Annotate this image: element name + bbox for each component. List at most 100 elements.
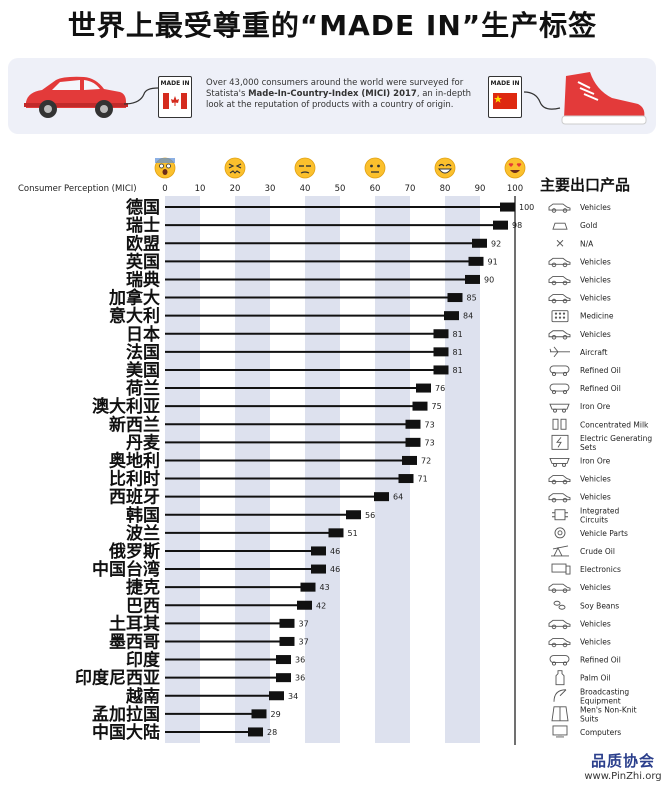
tanker-icon	[549, 365, 570, 377]
bar-end	[300, 582, 316, 592]
bottle-icon	[555, 670, 565, 686]
chart-row: 英国 91 Vehicles	[126, 251, 611, 272]
ore-icon	[549, 403, 570, 413]
value-label: 42	[316, 601, 326, 610]
chart-row: 荷兰 76 Refined Oil	[126, 378, 621, 399]
car-wheel	[562, 588, 568, 593]
product-label: Soy Beans	[580, 601, 619, 610]
x-tick-label: 90	[475, 184, 486, 194]
tank-wheel	[551, 661, 557, 666]
watermark-url: www.PinZhi.org	[584, 771, 662, 782]
value-label: 46	[330, 547, 340, 556]
chart-row: 波兰 51 Vehicle Parts	[126, 523, 628, 544]
bar-end	[279, 636, 295, 646]
bar-end	[472, 238, 487, 248]
value-label: 98	[512, 221, 522, 230]
electronics-icon	[551, 563, 571, 575]
bar-end	[465, 274, 480, 284]
car-wheel	[562, 335, 568, 340]
grid-band	[165, 196, 200, 743]
china-flag-icon	[493, 93, 517, 109]
tank-wheel	[551, 389, 557, 395]
tank-wheel	[551, 371, 557, 377]
country-label: 英国	[126, 251, 160, 272]
value-label: 37	[299, 619, 309, 628]
car-body	[548, 276, 571, 283]
pill	[558, 316, 562, 319]
bar-end	[398, 474, 414, 484]
x-tick-label: 0	[162, 184, 167, 194]
car-body	[548, 638, 571, 645]
country-label: 越南	[125, 686, 160, 707]
screen	[551, 563, 567, 573]
chart-row: 俄罗斯 46 Crude Oil	[108, 541, 615, 562]
product-label: Iron Ore	[580, 402, 611, 411]
chart-row: 美国 81 Refined Oil	[126, 360, 621, 381]
tank-body	[549, 383, 570, 392]
chart-row: 印度尼西亚 36 Palm Oil	[75, 668, 611, 689]
gold-icon	[552, 222, 568, 230]
cart-wheel	[562, 408, 566, 413]
grid-band	[305, 196, 340, 743]
value-label: 81	[453, 348, 463, 357]
car-body	[548, 203, 571, 211]
emoji-face	[434, 157, 456, 179]
car-wheel	[562, 497, 568, 503]
country-label: 中国台湾	[92, 559, 160, 580]
bar-end	[311, 546, 326, 556]
chart-row: 德国 100 Vehicles	[126, 197, 611, 218]
pill	[562, 316, 566, 319]
value-label: 92	[491, 239, 501, 248]
product-label: Gold	[580, 221, 597, 230]
soy-icon	[553, 600, 566, 610]
banner-description-bold: Made-In-Country-Index (MICI) 2017	[248, 89, 417, 99]
country-label: 比利时	[109, 469, 160, 490]
neutral-emoji-icon	[364, 157, 386, 179]
product-label: Vehicles	[580, 275, 611, 284]
car-wheel	[551, 208, 557, 213]
monitor	[552, 725, 568, 736]
country-label: 德国	[126, 197, 160, 218]
car-wheel	[551, 642, 557, 648]
car-body	[548, 583, 571, 591]
value-label: 51	[348, 529, 358, 538]
country-label: 墨西哥	[109, 632, 160, 652]
bar-end	[433, 347, 449, 357]
value-label: 85	[467, 294, 477, 303]
export-products-header: 主要出口产品	[540, 176, 630, 194]
unamused-emoji-icon	[294, 157, 316, 179]
product-label: Vehicles	[580, 637, 611, 646]
car-icon	[548, 638, 571, 648]
car-body	[548, 257, 571, 265]
chart-row: 瑞典 90 Vehicles	[126, 269, 611, 290]
emoji-face	[364, 157, 386, 179]
product-label: Suits	[580, 714, 599, 723]
product-label: Sets	[580, 443, 596, 452]
bar-end	[405, 419, 421, 429]
chart-row: 澳大利亚 75 Iron Ore	[92, 396, 611, 417]
product-label: Computers	[580, 728, 621, 737]
pill	[554, 312, 558, 315]
product-label: Vehicles	[580, 475, 611, 484]
value-label: 29	[271, 710, 281, 719]
emoji-eye	[377, 164, 380, 168]
bean	[553, 600, 561, 606]
bar-end	[412, 401, 428, 411]
country-label: 中国大陆	[92, 722, 160, 743]
country-label: 西班牙	[109, 488, 160, 508]
car-wheel	[551, 280, 557, 286]
bar-end	[248, 727, 263, 737]
product-label: Vehicles	[580, 257, 611, 266]
value-label: 81	[453, 330, 463, 339]
x-tick-label: 70	[405, 184, 416, 194]
product-label: Vehicles	[580, 203, 611, 212]
car-icon	[548, 294, 571, 304]
product-label: Electronics	[580, 565, 621, 574]
value-label: 28	[267, 728, 277, 737]
car-icon	[548, 493, 571, 503]
bean	[558, 604, 566, 610]
product-label: Vehicles	[580, 330, 611, 339]
car-wheel	[562, 280, 568, 286]
